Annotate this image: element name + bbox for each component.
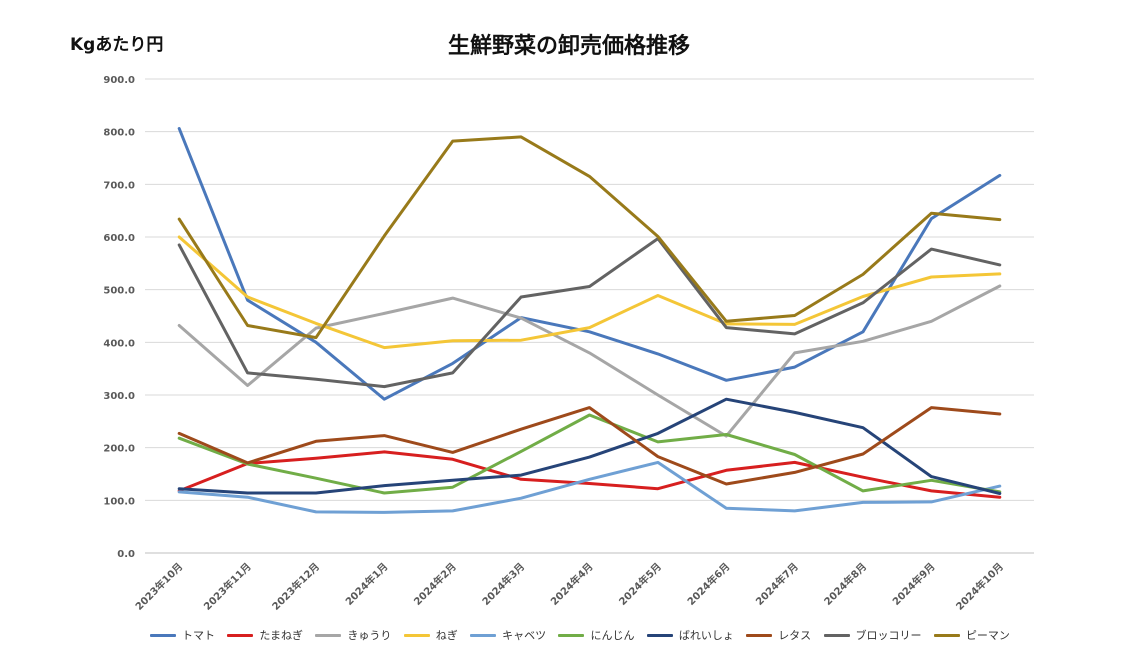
legend-label: きゅうり — [347, 629, 392, 642]
x-tick-label: 2024年4月 — [548, 560, 596, 608]
legend-label: ねぎ — [435, 629, 458, 642]
legend-item: にんじん — [558, 627, 634, 643]
x-tick-label: 2023年10月 — [132, 560, 185, 613]
x-tick-label: 2023年11月 — [201, 560, 254, 613]
legend-item: キャベツ — [470, 627, 546, 643]
legend-swatch-icon — [403, 633, 430, 637]
legend-label: ピーマン — [965, 629, 1010, 642]
x-tick-label: 2024年3月 — [479, 560, 527, 608]
legend-item: ねぎ — [403, 627, 458, 643]
legend-item: きゅうり — [315, 627, 391, 643]
series-line — [177, 450, 1002, 499]
legend-swatch-icon — [558, 633, 585, 637]
legend-item: トマト — [150, 627, 215, 643]
legend-swatch-icon — [150, 633, 176, 637]
chart-title: 生鮮野菜の卸売価格推移 — [447, 34, 690, 59]
x-tick-label: 2023年12月 — [269, 560, 322, 613]
y-tick-label: 400.0 — [103, 338, 135, 349]
legend-swatch-icon — [823, 633, 850, 637]
y-tick-label: 100.0 — [103, 496, 135, 507]
y-tick-label: 800.0 — [103, 128, 135, 139]
series-line — [177, 397, 1002, 495]
series-line — [177, 413, 1002, 495]
legend-swatch-icon — [315, 633, 342, 637]
series-line — [177, 135, 1002, 340]
y-tick-label: 200.0 — [103, 444, 135, 455]
legend-item: レタス — [746, 627, 811, 643]
legend-swatch-icon — [470, 633, 497, 637]
y-tick-label: 500.0 — [103, 286, 135, 297]
legend-swatch-icon — [746, 633, 773, 637]
y-tick-label: 300.0 — [103, 391, 135, 402]
legend-label: レタス — [778, 629, 812, 642]
x-tick-label: 2024年8月 — [821, 560, 869, 608]
y-tick-label: 600.0 — [103, 233, 135, 244]
legend-item: ばれいしょ — [646, 627, 734, 643]
y-tick-label: 700.0 — [103, 180, 135, 191]
legend-item: たまねぎ — [227, 627, 303, 643]
chart-legend: トマト たまねぎ きゅうり ねぎ キャベツ にんじん ばれいしょ レタス ブロッ… — [150, 627, 1010, 643]
line-chart-plot: 0.0 100.0 200.0 300.0 400.0 500.0 600.0 700.0 80… — [103, 75, 1034, 613]
x-tick-label: 2024年7月 — [753, 560, 801, 608]
legend-item: ピーマン — [933, 627, 1010, 643]
x-tick-label: 2024年10月 — [953, 560, 1006, 613]
legend-swatch-icon — [933, 633, 960, 637]
series-line — [177, 127, 1002, 401]
legend-label: ブロッコリー — [855, 629, 922, 642]
legend-label: ばれいしょ — [678, 629, 734, 642]
legend-label: にんじん — [590, 629, 635, 642]
x-tick-label: 2024年2月 — [411, 560, 459, 608]
y-axis-unit-label: Kgあたり円 — [70, 35, 164, 55]
legend-label: トマト — [182, 629, 215, 642]
legend-label: キャベツ — [502, 629, 547, 642]
x-tick-label: 2024年1月 — [343, 560, 391, 608]
legend-label: たまねぎ — [259, 629, 304, 642]
legend-swatch-icon — [646, 633, 673, 637]
x-tick-label: 2024年5月 — [616, 560, 664, 608]
series-line — [177, 235, 1002, 350]
series-line — [177, 406, 1002, 486]
legend-swatch-icon — [227, 633, 254, 637]
legend-item: ブロッコリー — [823, 627, 922, 643]
y-tick-label: 0.0 — [117, 549, 135, 560]
series-line — [177, 284, 1002, 438]
x-tick-label: 2024年9月 — [890, 560, 938, 608]
y-tick-label: 900.0 — [103, 75, 135, 86]
series-line — [177, 237, 1002, 389]
series-line — [177, 460, 1002, 514]
x-tick-label: 2024年6月 — [684, 560, 732, 608]
